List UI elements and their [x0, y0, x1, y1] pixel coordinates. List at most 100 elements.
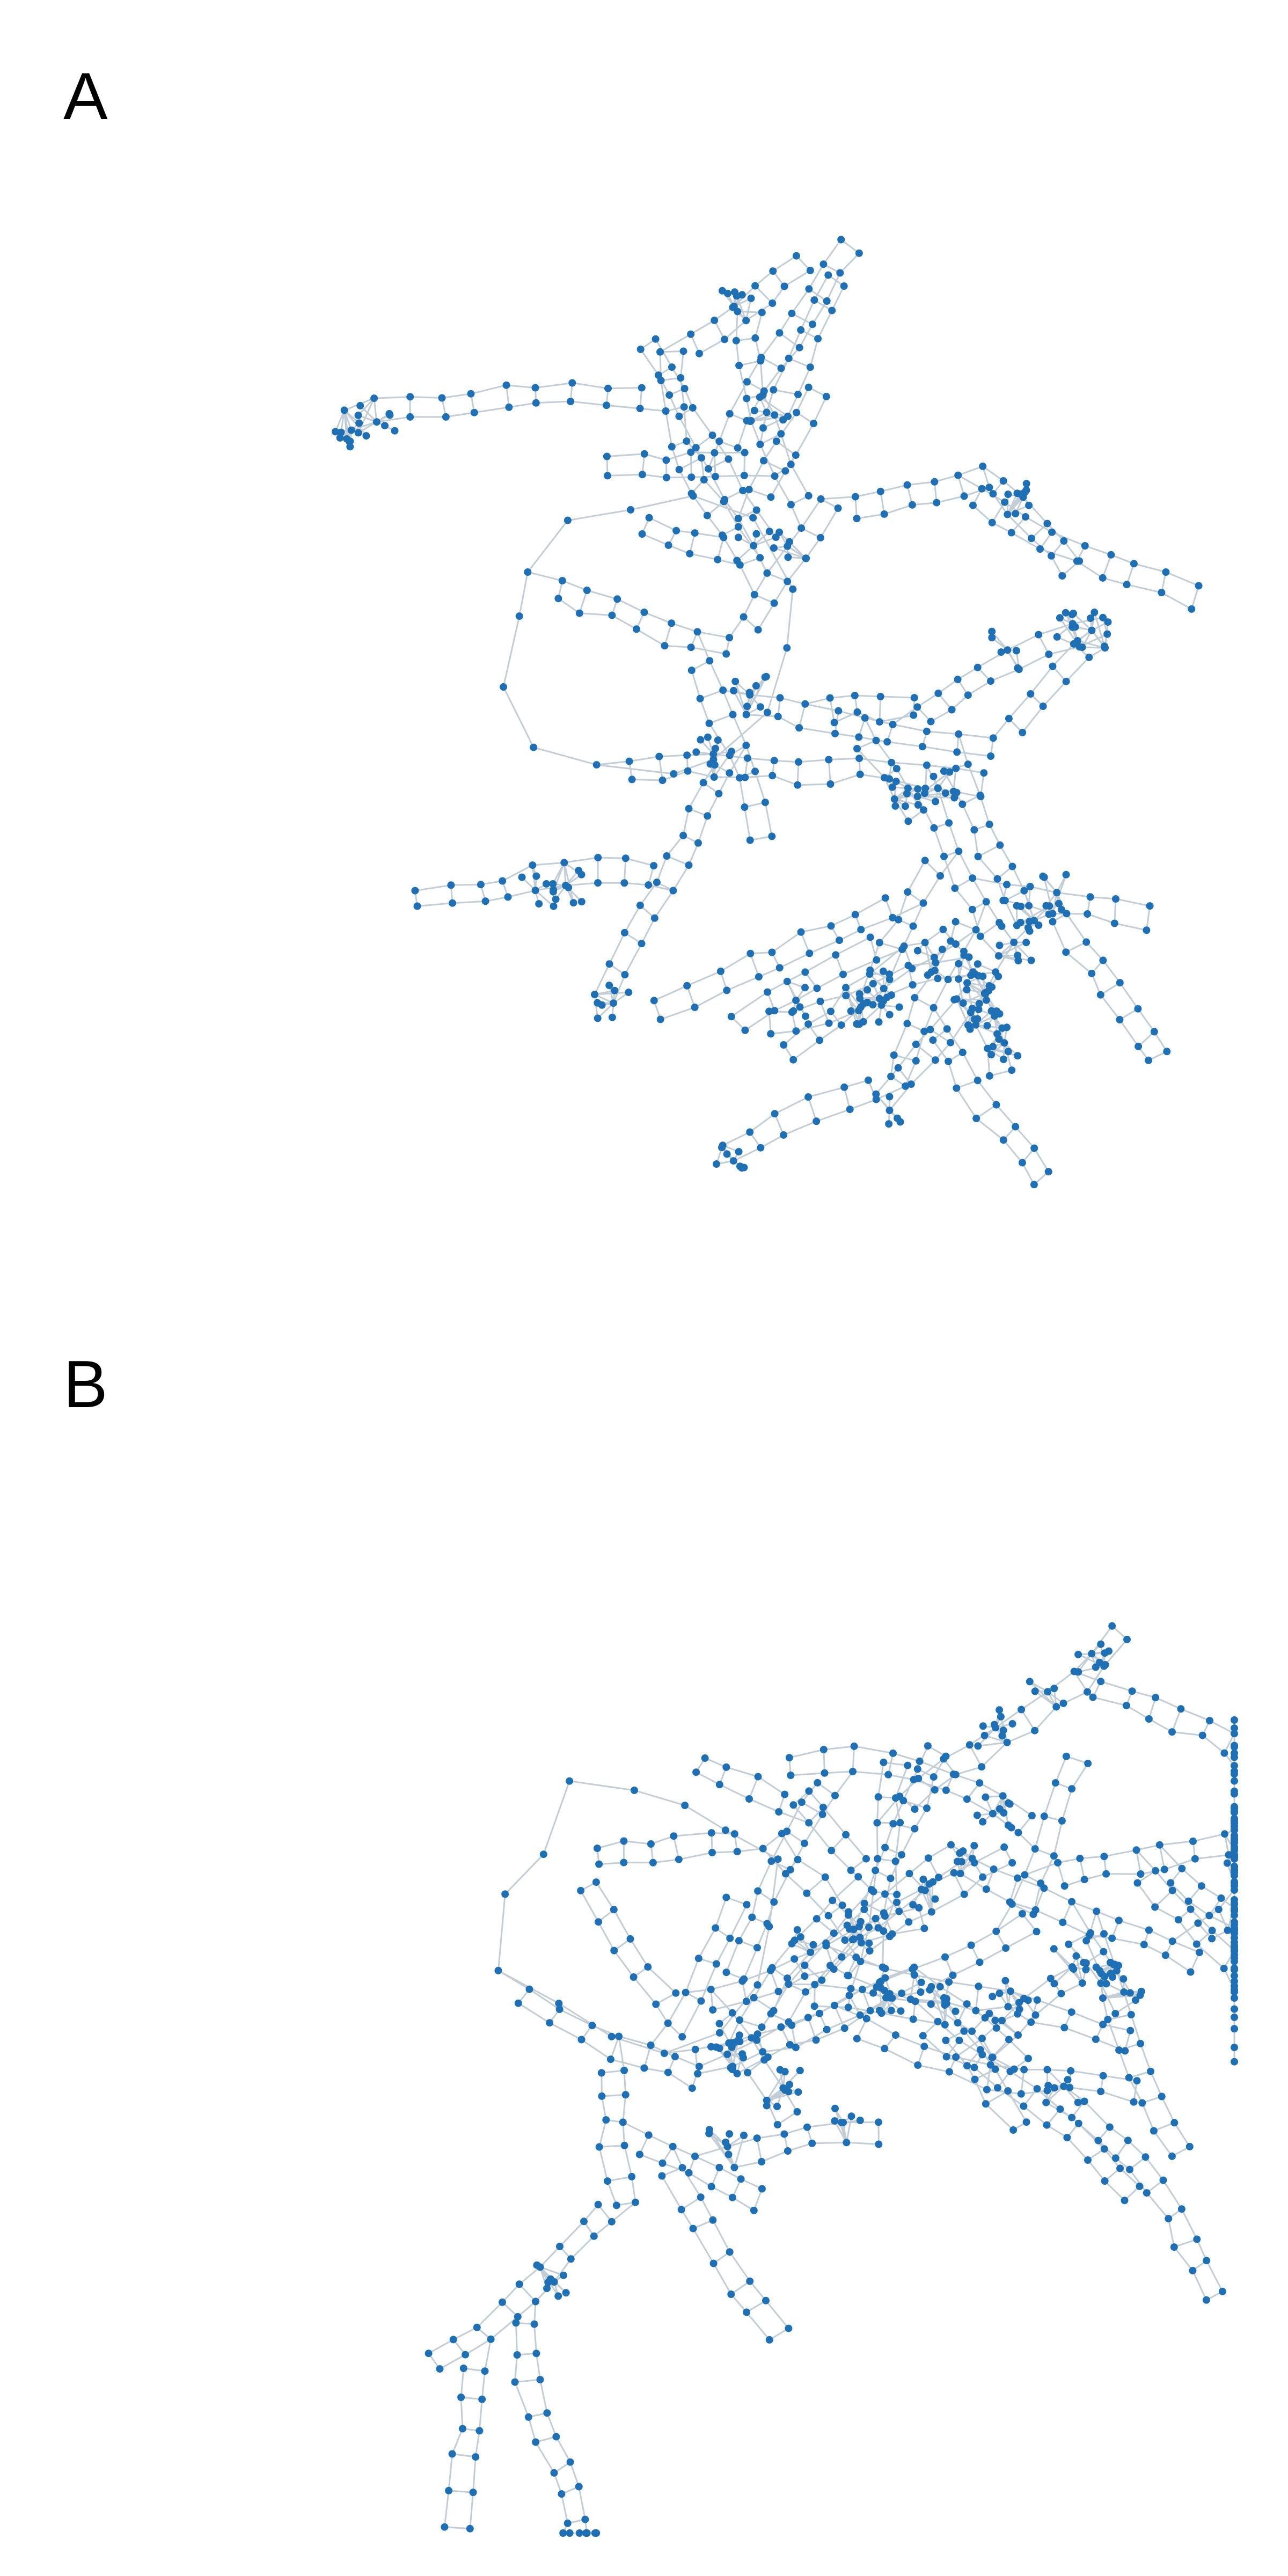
- graph-node: [801, 968, 809, 976]
- graph-edge: [694, 532, 724, 538]
- graph-edge: [460, 2397, 464, 2429]
- graph-node: [917, 1988, 925, 1996]
- graph-node: [515, 612, 523, 620]
- graph-edge: [1007, 634, 1039, 651]
- graph-edge: [713, 452, 716, 477]
- graph-node: [955, 730, 963, 738]
- graph-node: [577, 898, 586, 906]
- graph-edge: [1060, 1982, 1083, 1995]
- graph-edge: [1075, 1956, 1084, 1984]
- graph-node: [960, 1890, 968, 1898]
- graph-node: [1170, 2243, 1178, 2251]
- graph-edge: [474, 406, 509, 414]
- graph-edge: [689, 553, 718, 561]
- graph-edge: [535, 2281, 555, 2302]
- graph-node: [1000, 1056, 1007, 1063]
- graph-edge: [481, 2371, 486, 2399]
- graph-edge: [660, 350, 684, 353]
- graph-node: [978, 485, 986, 493]
- graph-edge: [774, 475, 792, 506]
- graph-edge: [606, 2180, 618, 2206]
- graph-edge: [708, 2133, 735, 2168]
- graph-node: [875, 718, 883, 726]
- graph-edge: [880, 491, 885, 515]
- graph-node: [925, 1854, 932, 1862]
- graph-node: [789, 1801, 797, 1809]
- graph-node: [740, 472, 748, 479]
- graph-edge: [579, 590, 588, 614]
- graph-node: [713, 1160, 720, 1168]
- graph-node: [906, 1995, 914, 2003]
- graph-node: [1004, 510, 1012, 518]
- graph-node: [759, 1845, 767, 1853]
- graph-edge: [610, 2058, 645, 2069]
- graph-node: [788, 1940, 796, 1948]
- graph-node: [594, 854, 602, 861]
- graph-edge: [946, 1028, 964, 1053]
- graph-node: [955, 847, 963, 855]
- graph-node: [987, 677, 994, 685]
- graph-edge: [773, 547, 806, 559]
- graph-edge: [1089, 1934, 1113, 1940]
- graph-node: [786, 2041, 794, 2048]
- graph-node: [621, 2091, 630, 2099]
- graph-edge: [758, 967, 780, 978]
- graph-edge: [891, 1981, 922, 1999]
- graph-edge: [772, 358, 790, 391]
- graph-node: [532, 2438, 540, 2446]
- graph-node: [502, 381, 510, 389]
- graph-node: [982, 1885, 990, 1893]
- graph-node: [1008, 1859, 1016, 1867]
- graph-edge: [786, 1802, 803, 1832]
- graph-edge: [747, 2072, 767, 2101]
- graph-node: [1004, 491, 1012, 499]
- graph-edge: [868, 1891, 875, 1928]
- graph-edge: [796, 762, 800, 785]
- graph-node: [1080, 1959, 1088, 1966]
- graph-node: [874, 1793, 882, 1801]
- graph-node: [1043, 519, 1051, 528]
- graph-node: [893, 1898, 901, 1906]
- graph-node: [970, 2063, 978, 2072]
- graph-node: [823, 297, 831, 305]
- graph-node: [796, 2067, 804, 2075]
- graph-node: [715, 2163, 723, 2171]
- graph-edge: [977, 844, 1000, 858]
- graph-node: [780, 2130, 788, 2138]
- graph-node: [1104, 2016, 1112, 2024]
- graph-edge: [1025, 516, 1052, 533]
- graph-node: [1137, 1870, 1145, 1878]
- graph-edge: [732, 2197, 755, 2212]
- graph-node: [847, 1007, 855, 1015]
- graph-edge: [1139, 2043, 1152, 2072]
- graph-node: [1145, 1926, 1153, 1934]
- graph-node: [714, 736, 722, 744]
- graph-node: [1004, 646, 1012, 654]
- graph-edge: [833, 1914, 850, 1934]
- graph-node: [692, 1768, 700, 1776]
- graph-edge: [1002, 1795, 1033, 1817]
- graph-edge: [737, 420, 748, 449]
- graph-node: [1054, 1858, 1062, 1867]
- graph-node: [1115, 1916, 1123, 1924]
- graph-edge: [812, 2141, 847, 2145]
- graph-node: [972, 1021, 980, 1029]
- graph-edge: [629, 756, 660, 763]
- graph-node: [758, 309, 766, 317]
- graph-edge: [633, 1977, 657, 2005]
- graph-edge: [672, 1835, 680, 1860]
- graph-node: [1066, 2083, 1074, 2091]
- graph-edge: [1209, 1719, 1235, 1735]
- graph-node: [754, 1887, 762, 1895]
- graph-node: [1084, 1688, 1092, 1696]
- graph-edge: [728, 616, 744, 639]
- graph-edge: [801, 925, 831, 933]
- graph-edge: [729, 1904, 748, 1939]
- graph-node: [1017, 2090, 1025, 2098]
- graph-edge: [597, 1921, 615, 1951]
- graph-edge: [639, 2154, 663, 2164]
- graph-node: [887, 1875, 895, 1883]
- graph-node: [728, 2039, 736, 2047]
- graph-node: [920, 1924, 928, 1933]
- graph-edge: [854, 897, 886, 916]
